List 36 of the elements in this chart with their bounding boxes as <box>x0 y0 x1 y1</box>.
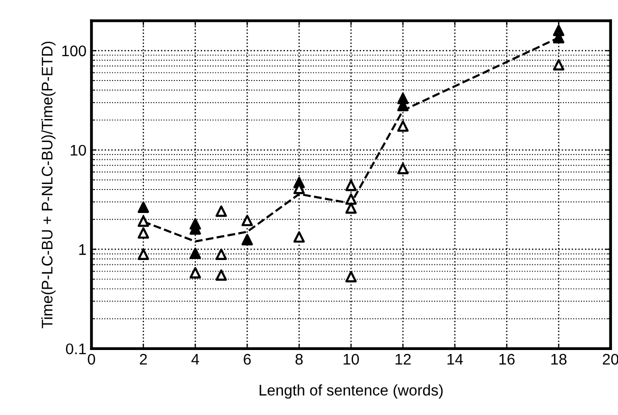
point <box>216 248 227 260</box>
point <box>138 248 150 260</box>
y-tick-label: 100 <box>62 46 86 56</box>
y-tick-label: 10 <box>70 144 86 156</box>
point <box>241 234 253 246</box>
point <box>345 193 357 205</box>
y-tick-label: 0.1 <box>66 343 86 354</box>
point <box>345 270 357 282</box>
point <box>216 269 227 281</box>
point <box>216 205 227 217</box>
point <box>241 214 253 226</box>
point <box>138 215 150 227</box>
x-axis-title: Length of sentence (words) <box>260 384 443 399</box>
x-tick-label: 0 <box>88 354 96 365</box>
point <box>138 227 150 239</box>
x-tick-label: 16 <box>499 354 515 365</box>
point <box>397 162 409 174</box>
point <box>138 202 150 213</box>
x-tick-label: 10 <box>344 354 359 365</box>
point <box>293 231 305 243</box>
x-tick-label: 20 <box>602 354 618 365</box>
x-tick-label: 6 <box>244 354 251 365</box>
x-tick-label: 12 <box>396 354 411 365</box>
point <box>552 59 564 71</box>
y-axis-title: Time(P-LC-BU + P-NLC-BU)/Time(P-ETD) <box>41 42 56 328</box>
x-tick-label: 4 <box>191 354 200 365</box>
point <box>397 120 409 132</box>
x-tick-label: 18 <box>551 354 567 365</box>
point <box>190 248 201 260</box>
point <box>345 180 357 192</box>
y-tick-label: 1 <box>79 244 86 255</box>
point <box>345 202 357 214</box>
x-tick-label: 14 <box>448 354 463 365</box>
x-tick-label: 8 <box>296 354 303 365</box>
x-tick-label: 2 <box>140 354 147 365</box>
point <box>190 267 201 278</box>
